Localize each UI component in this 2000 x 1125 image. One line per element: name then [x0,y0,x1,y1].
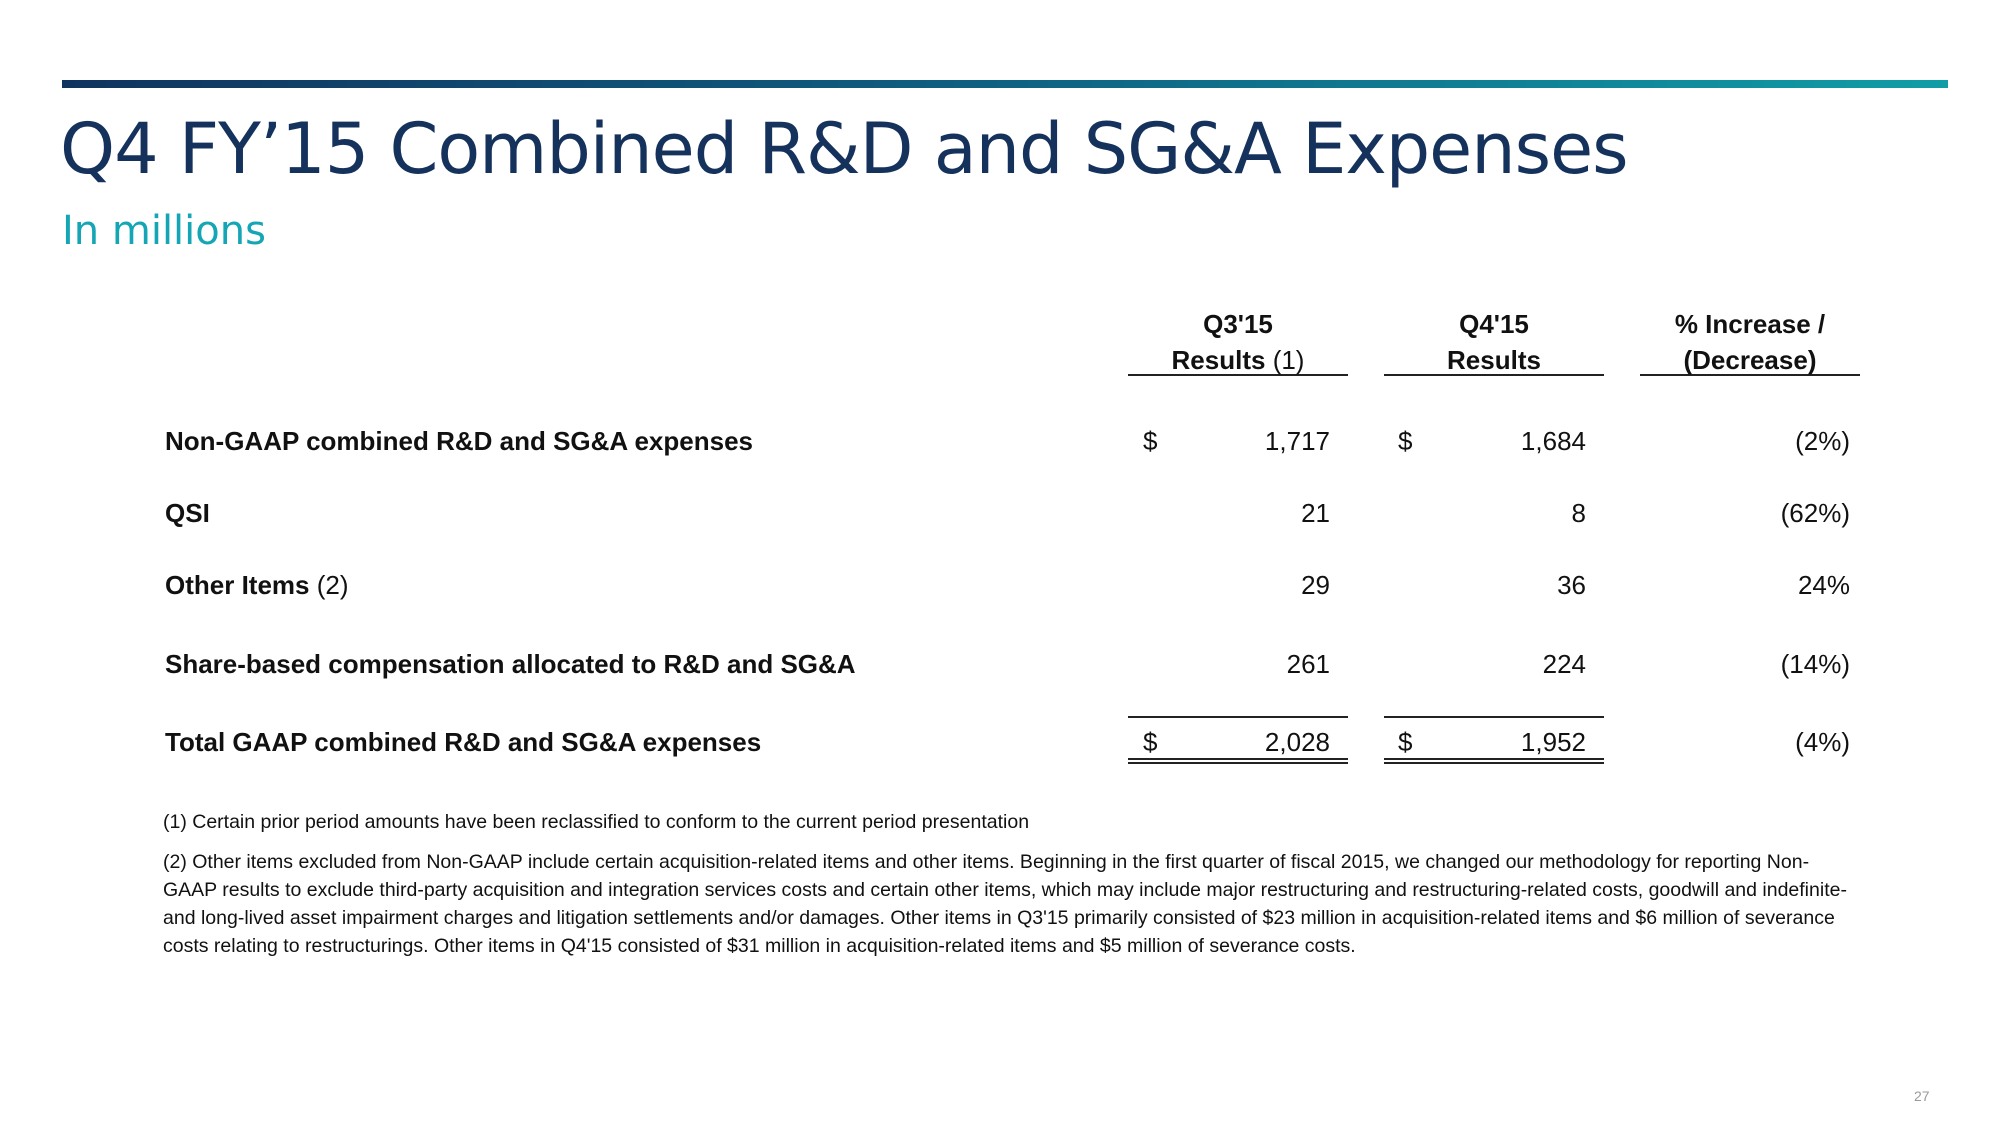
table-row: QSI 21 8 (62%) [0,493,2000,533]
q4-value: 36 [1557,570,1586,600]
q3-value: 1,717 [1264,426,1330,456]
change-value: (4%) [1795,727,1850,757]
column-header-q4-line2: Results [1447,345,1541,375]
row-label-note: (2) [316,570,349,600]
total-rule-top-q3 [1128,716,1348,718]
row-label: Other Items (2) [165,565,349,605]
row-label: Share-based compensation allocated to R&… [165,644,856,684]
column-header-q4-line1: Q4'15 [1459,309,1529,339]
page-number: 27 [1914,1088,1930,1104]
change-value: 24% [1797,570,1850,600]
column-header-q3: Q3'15 Results (1) [1128,306,1348,376]
q4-value: 8 [1571,498,1586,528]
table-row-total: Total GAAP combined R&D and SG&A expense… [0,722,2000,762]
column-header-q3-line1: Q3'15 [1203,309,1273,339]
row-label-text: QSI [165,498,210,528]
header-accent-bar [62,80,1948,88]
row-label: Non-GAAP combined R&D and SG&A expenses [165,421,753,461]
total-rule-top-q4 [1384,716,1604,718]
q3-currency-symbol: $ [1143,727,1158,757]
column-header-q3-line2-wrap: Results (1) [1128,342,1348,378]
row-label-text: Non-GAAP combined R&D and SG&A expenses [165,426,753,456]
q3-value: 261 [1286,649,1330,679]
column-header-q3-note: (1) [1272,345,1305,375]
q3-value: 21 [1301,498,1330,528]
column-header-change-line2: (Decrease) [1683,345,1817,375]
change-value: (62%) [1780,498,1850,528]
row-label-text: Other Items [165,570,310,600]
q3-value: 29 [1301,570,1330,600]
column-header-change: % Increase / (Decrease) [1640,306,1860,376]
footnote-1: (1) Certain prior period amounts have be… [163,811,1030,833]
row-label: QSI [165,493,210,533]
row-label-text: Share-based compensation allocated to R&… [165,649,856,679]
change-value: (2%) [1795,426,1850,456]
table-row: Other Items (2) 29 36 24% [0,565,2000,605]
q4-value: 1,952 [1520,727,1586,757]
table-row: Non-GAAP combined R&D and SG&A expenses … [0,421,2000,461]
row-label: Total GAAP combined R&D and SG&A expense… [165,722,761,762]
table-row: Share-based compensation allocated to R&… [0,644,2000,684]
q4-currency-symbol: $ [1398,426,1413,456]
total-double-rule-q4 [1384,758,1604,764]
q4-value: 1,684 [1520,426,1586,456]
q3-value: 2,028 [1264,727,1330,757]
column-header-change-line1: % Increase / [1674,309,1826,339]
q4-currency-symbol: $ [1398,727,1413,757]
page-title: Q4 FY’15 Combined R&D and SG&A Expenses [60,108,1629,190]
row-label-text: Total GAAP combined R&D and SG&A expense… [165,727,762,757]
q4-value: 224 [1542,649,1586,679]
page-subtitle: In millions [62,208,266,254]
footnote-2: (2) Other items excluded from Non-GAAP i… [163,851,1847,957]
change-value: (14%) [1780,649,1850,679]
q3-currency-symbol: $ [1143,426,1158,456]
total-double-rule-q3 [1128,758,1348,764]
column-header-q4: Q4'15 Results [1384,306,1604,376]
column-header-q3-line2: Results [1171,345,1266,375]
